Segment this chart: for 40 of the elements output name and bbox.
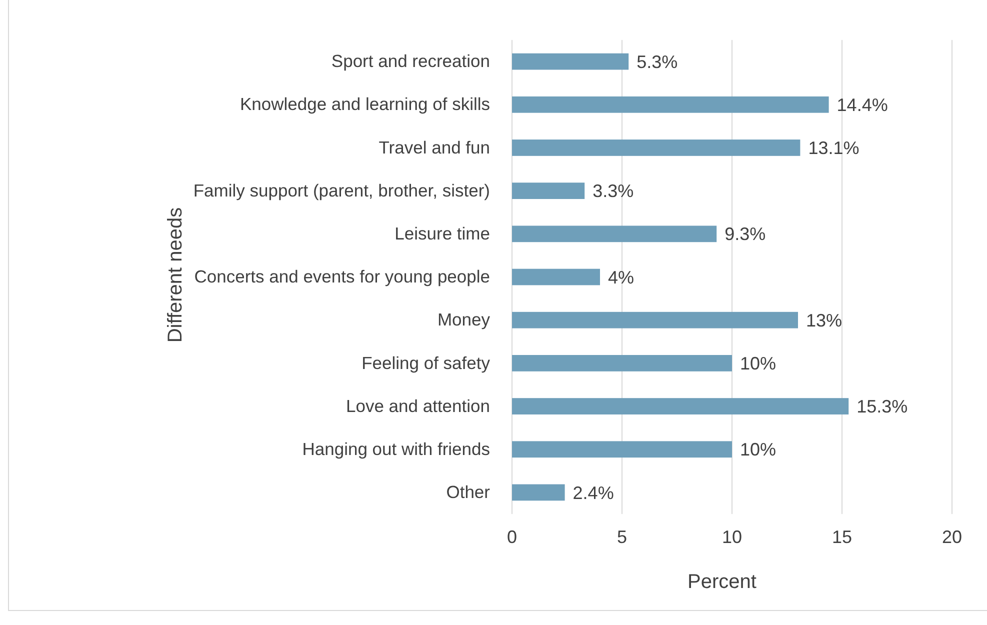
data-label: 9.3% [724,224,766,244]
data-label: 15.3% [856,396,908,417]
bar [512,226,717,242]
bar [512,96,829,113]
data-label: 5.3% [636,52,678,72]
bar [512,484,565,501]
x-tick-label: 0 [506,526,518,547]
y-tick-label: Love and attention [346,396,490,416]
y-tick-label: Other [446,482,490,502]
bar [512,268,600,286]
bar [512,312,798,328]
bar [512,354,732,372]
y-axis-title: Different needs [164,207,186,343]
bar [512,398,849,414]
x-tick-label: 5 [616,526,628,547]
data-label: 10% [740,440,776,460]
data-label: 14.4% [836,94,888,115]
x-tick-label: 15 [832,526,852,547]
bar [512,53,629,70]
x-tick-label: 10 [722,526,742,547]
x-tick-label: 20 [942,526,962,547]
y-tick-label: Knowledge and learning of skills [240,94,490,114]
bar [512,441,732,458]
data-label: 3.3% [592,181,634,202]
y-tick-label: Hanging out with friends [302,438,490,459]
y-tick-label: Family support (parent, brother, sister) [193,180,490,200]
data-label: 13% [806,310,842,330]
y-tick-label: Leisure time [394,224,490,244]
data-label: 4% [608,267,634,288]
data-label: 13.1% [808,138,860,158]
y-tick-label: Sport and recreation [331,51,490,72]
y-tick-label: Concerts and events for young people [194,266,490,287]
data-label: 10% [740,353,776,374]
data-label: 2.4% [572,482,614,503]
bar [512,182,585,200]
x-axis-title: Percent [688,571,757,593]
bar [512,140,800,156]
y-tick-label: Money [437,310,490,330]
y-tick-label: Travel and fun [378,137,490,158]
y-tick-label: Feeling of safety [362,352,490,373]
